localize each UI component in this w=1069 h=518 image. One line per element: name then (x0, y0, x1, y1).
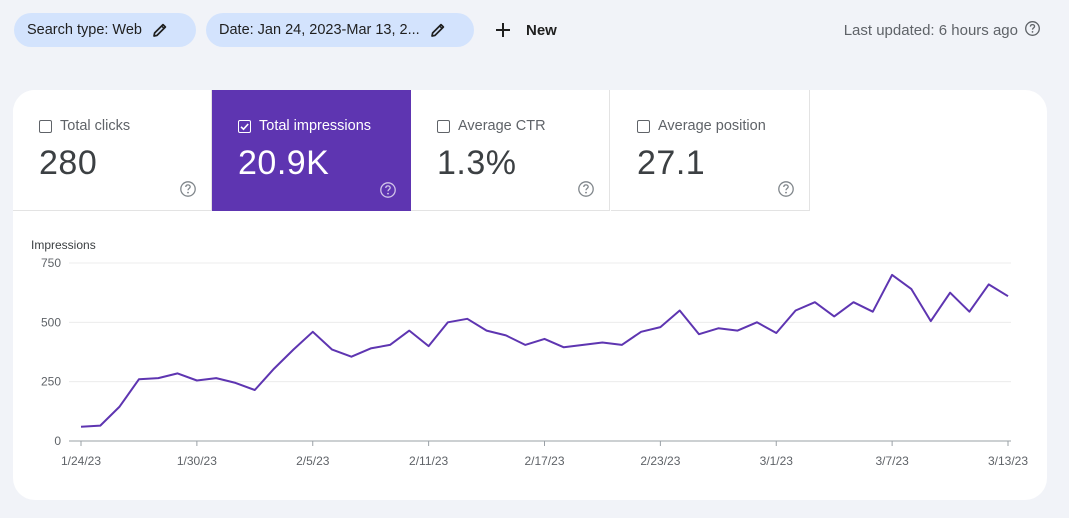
chart-series (80, 273, 1009, 428)
search-type-chip[interactable]: Search type: Web (14, 13, 196, 47)
performance-card: Total clicks 280 Total impressions 20.9K… (13, 90, 1047, 500)
help-circle-icon[interactable] (1024, 20, 1041, 41)
y-tick-label: 500 (41, 315, 61, 329)
impressions-chart-svg: Impressions 0 250 500 750 1/24/23 1/30/23 2/5… (31, 238, 1028, 468)
checkbox-icon[interactable] (437, 119, 450, 133)
chart-gridlines (69, 262, 1011, 442)
metric-label-row: Average CTR (437, 118, 546, 134)
metric-total-clicks[interactable]: Total clicks 280 (13, 90, 212, 211)
x-tick-label: 3/1/23 (760, 454, 794, 468)
y-tick-labels: 0 250 500 750 (41, 256, 61, 448)
x-tick-label: 1/30/23 (177, 454, 217, 468)
date-range-label: Date: Jan 24, 2023-Mar 13, 2... (219, 22, 420, 38)
metric-value: 1.3% (437, 144, 517, 182)
metric-value: 20.9K (238, 144, 330, 182)
checkbox-icon[interactable] (39, 119, 52, 133)
x-tick-labels: 1/24/23 1/30/23 2/5/23 2/11/23 2/17/23 2/23/2… (61, 441, 1028, 468)
help-circle-icon[interactable] (379, 181, 397, 199)
metric-label: Average position (658, 118, 766, 134)
y-tick-label: 0 (54, 434, 61, 448)
metric-total-impressions[interactable]: Total impressions 20.9K (212, 90, 411, 211)
metric-value: 27.1 (637, 144, 706, 182)
metric-value: 280 (39, 144, 98, 182)
last-updated-text: Last updated: 6 hours ago (843, 21, 1018, 39)
checkbox-checked-icon[interactable] (238, 119, 251, 133)
new-filter-label: New (526, 21, 557, 39)
search-type-label: Search type: Web (27, 22, 142, 38)
toolbar: Search type: Web Date: Jan 24, 2023-Mar … (0, 0, 1069, 62)
x-tick-label: 2/11/23 (409, 454, 448, 468)
impressions-chart: Impressions 0 250 500 750 1/24/23 1/30/23 2/5… (13, 211, 1047, 500)
help-circle-icon[interactable] (577, 180, 595, 198)
new-filter-button[interactable]: New (494, 13, 557, 47)
x-tick-label: 2/23/23 (640, 454, 680, 468)
metric-average-position[interactable]: Average position 27.1 (611, 90, 810, 211)
metric-label-row: Total clicks (39, 118, 130, 134)
y-tick-label: 250 (41, 375, 61, 389)
metric-label-row: Total impressions (238, 118, 371, 134)
pencil-icon (152, 22, 168, 38)
metric-label: Total clicks (60, 118, 131, 134)
y-tick-label: 750 (41, 256, 61, 270)
checkbox-icon[interactable] (637, 119, 650, 133)
last-updated: Last updated: 6 hours ago (844, 13, 1041, 47)
x-tick-label: 1/24/23 (61, 454, 101, 468)
impressions-line[interactable] (80, 273, 1009, 428)
pencil-icon (430, 22, 446, 38)
help-circle-icon[interactable] (777, 180, 795, 198)
x-tick-label: 2/5/23 (296, 454, 330, 468)
metric-average-ctr[interactable]: Average CTR 1.3% (411, 90, 610, 211)
metric-label-row: Average position (637, 118, 766, 134)
x-tick-label: 2/17/23 (524, 454, 564, 468)
help-circle-icon[interactable] (179, 180, 197, 198)
plus-icon (494, 21, 512, 39)
metric-label: Average CTR (458, 118, 546, 134)
metric-label: Total impressions (259, 118, 372, 134)
date-range-chip[interactable]: Date: Jan 24, 2023-Mar 13, 2... (206, 13, 474, 47)
x-tick-label: 3/13/23 (988, 454, 1028, 468)
x-tick-label: 3/7/23 (875, 454, 909, 468)
y-axis-label: Impressions (31, 238, 96, 252)
